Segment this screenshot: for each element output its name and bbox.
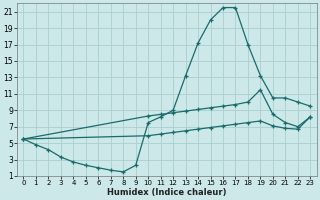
X-axis label: Humidex (Indice chaleur): Humidex (Indice chaleur) [107,188,227,197]
